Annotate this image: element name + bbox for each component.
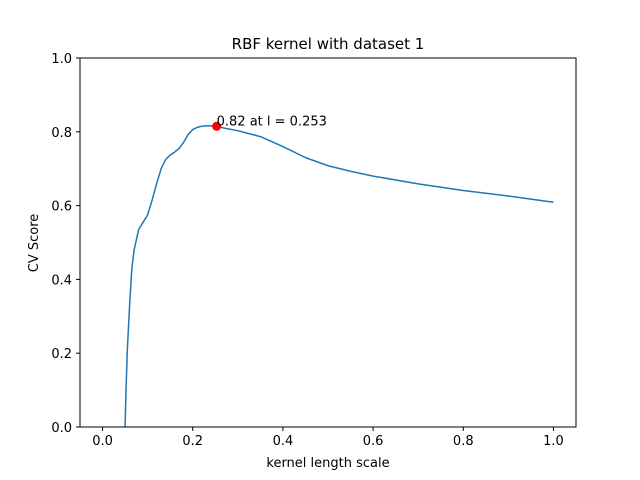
chart-title: RBF kernel with dataset 1 [232, 35, 425, 53]
y-axis-label: CV Score [27, 214, 42, 273]
x-tick-label-2: 0.4 [273, 434, 294, 449]
axes-frame [79, 57, 577, 428]
x-tick-label-1: 0.2 [182, 434, 203, 449]
x-tick-label-5: 1.0 [543, 434, 564, 449]
series-line-0 [124, 125, 554, 428]
y-tick-label-1: 0.2 [51, 347, 72, 362]
max-annotation: 0.82 at l = 0.253 [217, 114, 327, 129]
y-tick-label-5: 1.0 [51, 52, 72, 67]
x-tick-label-4: 0.8 [453, 434, 474, 449]
plot-area: 0.0 0.2 0.4 0.6 0.8 1.0 0.0 0.2 0.4 0.6 0.8 1.0 [51, 52, 577, 449]
x-axis-label: kernel length scale [266, 456, 389, 471]
x-tick-label-3: 0.6 [363, 434, 384, 449]
max-point-marker [212, 121, 222, 131]
x-tick-label-0: 0.0 [92, 434, 113, 449]
y-tick-label-2: 0.4 [51, 273, 72, 288]
y-tick-label-4: 0.8 [51, 126, 72, 141]
y-tick-label-3: 0.6 [51, 200, 72, 215]
y-tick-label-0: 0.0 [51, 421, 72, 436]
